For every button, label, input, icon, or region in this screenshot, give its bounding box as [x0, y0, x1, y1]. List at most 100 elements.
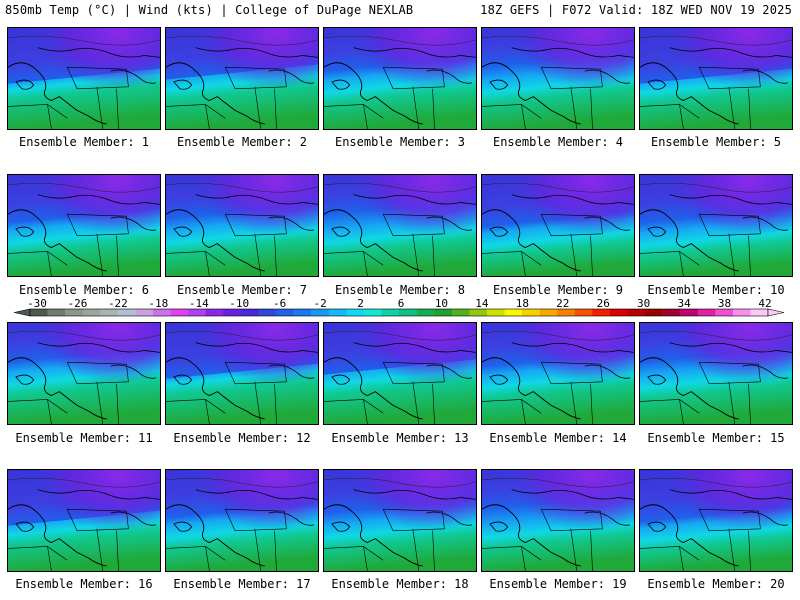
colorbar-segment	[153, 309, 171, 316]
colorbar-tick-label: 6	[397, 297, 405, 310]
model-run-info: 18Z GEFS | F072 Valid: 18Z WED NOV 19 20…	[480, 3, 792, 17]
ensemble-member-label: Ensemble Member: 3	[334, 135, 466, 149]
colorbar-segment	[346, 309, 365, 316]
colorbar-segment	[293, 309, 312, 316]
colorbar-tick-label: 38	[717, 297, 732, 310]
ensemble-member-label: Ensemble Member: 11	[15, 431, 153, 445]
colorbar-tick-label: 18	[515, 297, 529, 310]
colorbar-tick-label: -10	[229, 297, 250, 310]
colorbar-tick-label: -14	[188, 297, 209, 310]
colorbar-segment	[328, 309, 347, 316]
ensemble-member-label: Ensemble Member: 2	[176, 135, 308, 149]
ensemble-member-map	[165, 27, 319, 130]
colorbar-segment	[451, 309, 470, 316]
ensemble-member-label: Ensemble Member: 4	[492, 135, 624, 149]
colorbar-segment	[680, 309, 699, 316]
colorbar-segment	[416, 309, 435, 316]
ensemble-member-map	[7, 174, 161, 277]
colorbar-segment	[539, 309, 558, 316]
colorbar-segment	[258, 309, 277, 316]
colorbar-tick-label: -18	[148, 297, 169, 310]
colorbar-segment	[434, 309, 453, 316]
colorbar-segment	[715, 309, 734, 316]
colorbar-tick-label: 22	[556, 297, 570, 310]
colorbar-segment	[170, 309, 189, 316]
colorbar-tick-label: 14	[475, 297, 489, 310]
colorbar-segment	[381, 309, 400, 316]
colorbar-tick-label: -6	[273, 297, 287, 310]
ensemble-member-map	[639, 174, 793, 277]
colorbar-segment	[609, 309, 628, 316]
ensemble-member-map	[7, 322, 161, 425]
ensemble-member-map	[481, 174, 635, 277]
colorbar-segment	[223, 309, 242, 316]
colorbar-segment	[627, 309, 646, 316]
colorbar-segment	[504, 309, 523, 316]
colorbar-segment	[662, 309, 681, 316]
colorbar-tick-label: 34	[677, 297, 691, 310]
colorbar-segment	[574, 309, 593, 316]
colorbar-segment	[399, 309, 417, 316]
colorbar-segment	[592, 309, 611, 316]
colorbar-tick-label: -30	[27, 297, 47, 310]
ensemble-member-map	[639, 322, 793, 425]
colorbar-segment	[522, 309, 540, 316]
ensemble-member-label: Ensemble Member: 7	[176, 283, 308, 297]
colorbar-segment	[205, 309, 224, 316]
ensemble-member-label: Ensemble Member: 20	[647, 577, 785, 591]
ensemble-member-label: Ensemble Member: 19	[489, 577, 627, 591]
colorbar-tick-label: 30	[637, 297, 651, 310]
ensemble-member-map	[165, 322, 319, 425]
colorbar-tick-label: 10	[434, 297, 449, 310]
colorbar-segment	[697, 309, 716, 316]
ensemble-member-map	[639, 469, 793, 572]
ensemble-member-label: Ensemble Member: 9	[492, 283, 624, 297]
colorbar-segment	[276, 309, 294, 316]
colorbar-segment	[100, 309, 119, 316]
ensemble-member-label: Ensemble Member: 1	[18, 135, 150, 149]
colorbar-segment	[645, 309, 663, 316]
colorbar-segment	[135, 309, 154, 316]
colorbar-tick-label: 42	[758, 297, 772, 310]
ensemble-member-label: Ensemble Member: 13	[331, 431, 469, 445]
ensemble-member-label: Ensemble Member: 8	[334, 283, 466, 297]
colorbar-segment	[30, 309, 48, 316]
colorbar-segment	[311, 309, 330, 316]
colorbar-tick-label: -22	[107, 297, 128, 310]
colorbar-segment	[47, 309, 66, 316]
ensemble-member-map	[639, 27, 793, 130]
ensemble-member-label: Ensemble Member: 16	[15, 577, 153, 591]
colorbar-tick-label: 26	[596, 297, 610, 310]
ensemble-member-label: Ensemble Member: 10	[647, 283, 785, 297]
colorbar-segment	[65, 309, 84, 316]
ensemble-member-label: Ensemble Member: 5	[650, 135, 782, 149]
ensemble-member-label: Ensemble Member: 17	[173, 577, 311, 591]
colorbar-max-arrow	[767, 308, 785, 317]
colorbar-segment	[82, 309, 101, 316]
ensemble-member-map	[165, 174, 319, 277]
colorbar-min-arrow	[13, 308, 31, 317]
colorbar-segment	[188, 309, 207, 316]
ensemble-member-map	[323, 469, 477, 572]
colorbar-segment	[750, 309, 769, 316]
ensemble-member-map	[481, 469, 635, 572]
ensemble-member-map	[323, 27, 477, 130]
ensemble-member-label: Ensemble Member: 6	[18, 283, 150, 297]
ensemble-member-label: Ensemble Member: 14	[489, 431, 627, 445]
ensemble-member-label: Ensemble Member: 18	[331, 577, 469, 591]
map-title: 850mb Temp (°C) | Wind (kts) | College o…	[5, 3, 414, 17]
colorbar-tick-label: -2	[313, 297, 327, 310]
ensemble-member-label: Ensemble Member: 12	[173, 431, 311, 445]
ensemble-member-map	[481, 322, 635, 425]
colorbar-segment	[557, 309, 576, 316]
colorbar-segment	[240, 309, 259, 316]
ensemble-member-map	[323, 174, 477, 277]
colorbar-segment	[469, 309, 488, 316]
ensemble-member-map	[7, 27, 161, 130]
colorbar-segment	[117, 309, 136, 316]
temperature-colorbar	[13, 308, 785, 317]
ensemble-member-map	[481, 27, 635, 130]
colorbar-segment	[486, 309, 505, 316]
colorbar-segment	[732, 309, 751, 316]
colorbar-segment	[363, 309, 382, 316]
